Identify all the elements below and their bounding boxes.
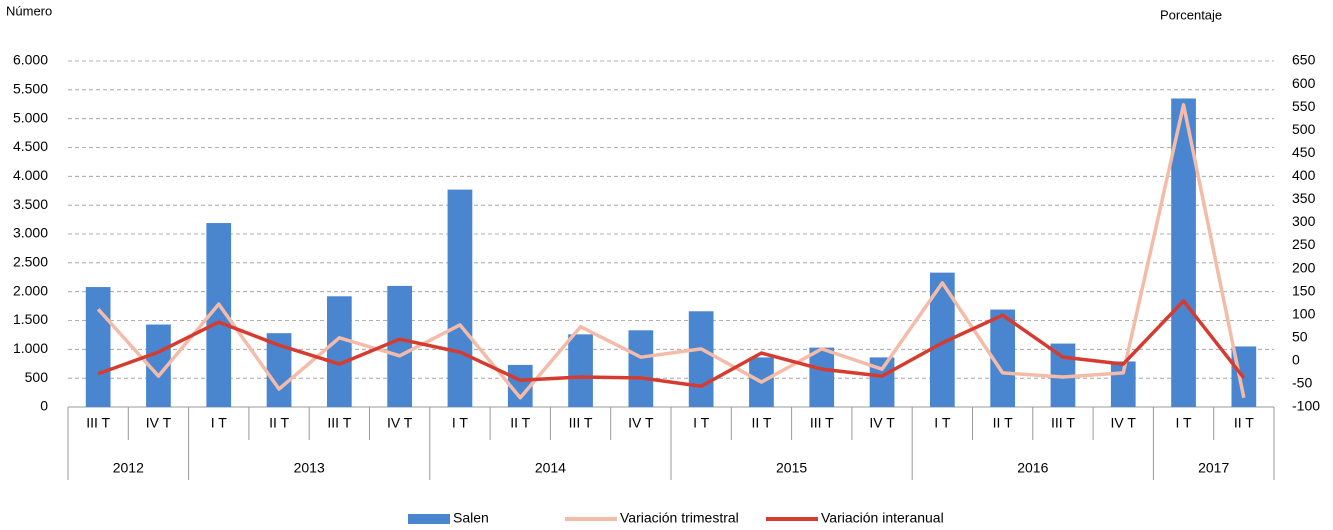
legend-label: Salen	[453, 510, 489, 526]
x-tick-label: I T	[211, 415, 228, 431]
x-tick-label: I T	[452, 415, 469, 431]
y2-tick-label: 600	[1292, 75, 1316, 91]
x-tick-label: III T	[1051, 415, 1075, 431]
bar	[387, 285, 413, 407]
y2-tick-label: 450	[1292, 144, 1316, 160]
y2-tick-label: 0	[1292, 352, 1300, 368]
y2-tick-label: 350	[1292, 190, 1316, 206]
y-tick-label: 3.500	[13, 196, 48, 212]
group-label: 2016	[1017, 460, 1048, 476]
y-tick-label: 1.000	[13, 340, 48, 356]
x-tick-label: IV T	[628, 415, 654, 431]
y-tick-label: 2.000	[13, 282, 48, 298]
line	[96, 103, 1246, 400]
bar	[688, 311, 714, 407]
y2-tick-label: -50	[1292, 375, 1312, 391]
legend-label: Variación interanual	[821, 510, 944, 526]
y-tick-label: 5.500	[13, 81, 48, 97]
x-tick-label: III T	[569, 415, 593, 431]
x-tick-label: II T	[751, 415, 771, 431]
x-tick-label: I T	[934, 415, 951, 431]
bar	[85, 287, 111, 407]
y-tick-label: 0	[40, 398, 48, 414]
y2-axis-label: Porcentaje	[1160, 7, 1222, 22]
y-axis-label: Número	[6, 3, 52, 18]
x-tick-label: IV T	[869, 415, 895, 431]
y2-tick-label: 550	[1292, 98, 1316, 114]
x-tick-label: II T	[1234, 415, 1254, 431]
y2-tick-label: 300	[1292, 213, 1316, 229]
legend-label: Variación trimestral	[620, 510, 739, 526]
y2-tick-label: 500	[1292, 121, 1316, 137]
group-label: 2014	[535, 460, 566, 476]
x-tick-label: III T	[810, 415, 834, 431]
y2-tick-label: 250	[1292, 236, 1316, 252]
x-tick-label: I T	[1176, 415, 1193, 431]
y2-tick-label: 100	[1292, 305, 1316, 321]
y2-tick-label: 50	[1292, 329, 1308, 345]
y2-tick-label: 400	[1292, 167, 1316, 183]
bar	[447, 189, 473, 407]
y-tick-label: 2.500	[13, 254, 48, 270]
x-tick-label: I T	[693, 415, 710, 431]
bar	[628, 330, 654, 407]
y2-tick-label: 200	[1292, 259, 1316, 275]
x-tick-label: III T	[86, 415, 110, 431]
y-tick-label: 500	[25, 369, 49, 385]
x-tick-label: IV T	[146, 415, 172, 431]
y-tick-label: 1.500	[13, 311, 48, 327]
legend-swatch	[408, 514, 450, 524]
y2-tick-label: -100	[1292, 398, 1320, 414]
x-tick-label: II T	[510, 415, 530, 431]
group-label: 2013	[294, 460, 325, 476]
x-tick-label: IV T	[387, 415, 413, 431]
line	[97, 299, 1246, 388]
y-tick-label: 5.000	[13, 109, 48, 125]
x-tick-label: II T	[993, 415, 1013, 431]
y2-tick-label: 150	[1292, 282, 1316, 298]
y-tick-label: 3.000	[13, 225, 48, 241]
bar	[568, 334, 593, 407]
group-label: 2012	[113, 460, 144, 476]
bar	[809, 347, 835, 407]
bar	[326, 296, 352, 407]
x-tick-label: IV T	[1111, 415, 1137, 431]
x-tick-label: II T	[269, 415, 289, 431]
group-label: 2015	[776, 460, 807, 476]
y-tick-label: 6.000	[13, 52, 48, 68]
x-tick-label: III T	[327, 415, 351, 431]
y2-tick-label: 650	[1292, 52, 1316, 68]
group-label: 2017	[1198, 460, 1229, 476]
y-tick-label: 4.500	[13, 138, 48, 154]
y-tick-label: 4.000	[13, 167, 48, 183]
